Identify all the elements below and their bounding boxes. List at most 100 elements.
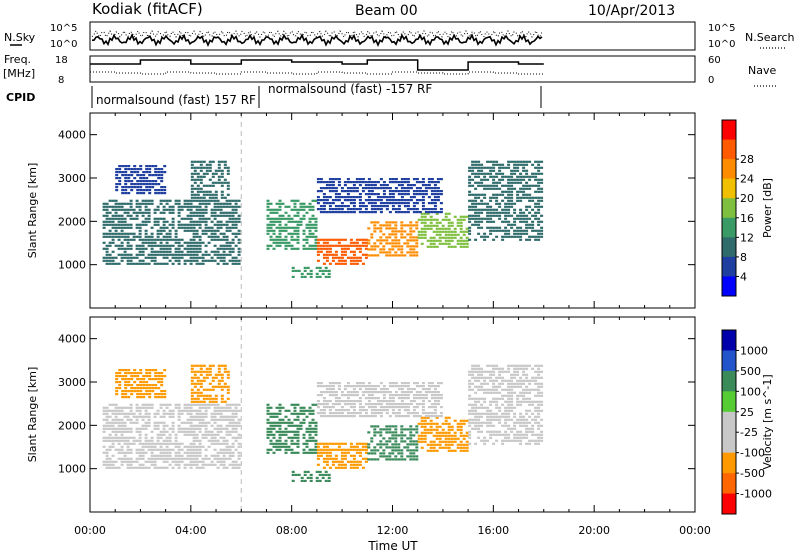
power-cell (364, 247, 368, 250)
power-cell (322, 199, 326, 202)
velocity-cell (486, 415, 490, 418)
velocity-cell (325, 445, 329, 448)
power-cell (136, 183, 140, 186)
power-cell (171, 223, 175, 226)
power-cell (102, 214, 106, 217)
power-cell (352, 181, 356, 184)
velocity-cell (507, 385, 511, 388)
power-cell (115, 183, 119, 186)
velocity-cell (477, 412, 481, 415)
velocity-cell (196, 391, 200, 394)
power-cell (174, 247, 178, 250)
velocity-cell (216, 451, 220, 454)
velocity-cell (120, 418, 124, 421)
velocity-cell (141, 424, 145, 427)
velocity-cell (174, 439, 178, 442)
power-cell (204, 259, 208, 262)
power-cell (510, 169, 514, 172)
power-cell (412, 245, 416, 248)
velocity-colorbar-tick-label: -500 (740, 467, 765, 480)
power-cell (486, 202, 490, 205)
velocity-cell (510, 406, 514, 409)
velocity-cell (228, 424, 232, 427)
power-cell (391, 254, 395, 257)
velocity-cell (328, 457, 332, 460)
power-cell (225, 262, 229, 265)
freq-left-tick-bottom: 8 (58, 75, 64, 86)
velocity-cell (400, 388, 404, 391)
velocity-cell (376, 403, 380, 406)
velocity-cell (114, 433, 118, 436)
velocity-cell (462, 419, 466, 422)
power-cell (537, 208, 541, 211)
velocity-cell (385, 391, 389, 394)
velocity-cell (438, 425, 442, 428)
velocity-cell (441, 434, 445, 437)
velocity-cell (495, 406, 499, 409)
velocity-cell (156, 466, 160, 469)
power-cell (210, 235, 214, 238)
power-cell (489, 166, 493, 169)
power-cell (483, 175, 487, 178)
power-cell (190, 178, 194, 181)
velocity-cell (222, 409, 226, 412)
power-cell (525, 238, 529, 241)
power-cell (135, 247, 139, 250)
power-cell (525, 229, 529, 232)
velocity-cell (138, 433, 142, 436)
power-cell (361, 238, 365, 241)
velocity-cell (373, 403, 377, 406)
power-cell (420, 212, 424, 215)
power-cell (447, 230, 451, 233)
power-cell (391, 178, 395, 181)
velocity-cell (349, 466, 353, 469)
velocity-cell (284, 427, 288, 430)
power-cell (480, 193, 484, 196)
power-cell (198, 262, 202, 265)
power-cell (516, 199, 520, 202)
power-cell (129, 217, 133, 220)
power-cell (334, 193, 338, 196)
velocity-cell (361, 406, 365, 409)
power-cell (331, 208, 335, 211)
power-cell (394, 208, 398, 211)
power-cell (118, 168, 122, 171)
velocity-cell (111, 454, 115, 457)
power-cell (346, 205, 350, 208)
power-cell (429, 215, 433, 218)
velocity-cell (462, 449, 466, 452)
power-cell (308, 223, 312, 226)
power-cell (162, 238, 166, 241)
velocity-cell (537, 421, 541, 424)
velocity-cell (489, 403, 493, 406)
power-cell (432, 239, 436, 242)
velocity-cell (126, 445, 130, 448)
velocity-cell (435, 443, 439, 446)
velocity-cell (121, 378, 125, 381)
power-cell (117, 235, 121, 238)
velocity-cell (199, 370, 203, 373)
velocity-cell (234, 409, 238, 412)
power-cell (168, 235, 172, 238)
velocity-cell (123, 454, 127, 457)
velocity-cell (180, 457, 184, 460)
velocity-cell (290, 412, 294, 415)
power-cell (111, 235, 115, 238)
velocity-cell (129, 412, 133, 415)
power-cell (483, 196, 487, 199)
power-cell (498, 226, 502, 229)
power-cell (275, 235, 279, 238)
power-cell (314, 238, 318, 241)
velocity-cell (525, 364, 529, 367)
velocity-cell (337, 403, 341, 406)
power-cell (150, 244, 154, 247)
power-cell (474, 181, 478, 184)
velocity-cell (474, 367, 478, 370)
velocity-cell (129, 442, 133, 445)
power-cell (331, 199, 335, 202)
velocity-cell (450, 440, 454, 443)
power-cell (234, 202, 238, 205)
power-cell (340, 211, 344, 214)
velocity-cell (322, 448, 326, 451)
velocity-cell (468, 442, 472, 445)
